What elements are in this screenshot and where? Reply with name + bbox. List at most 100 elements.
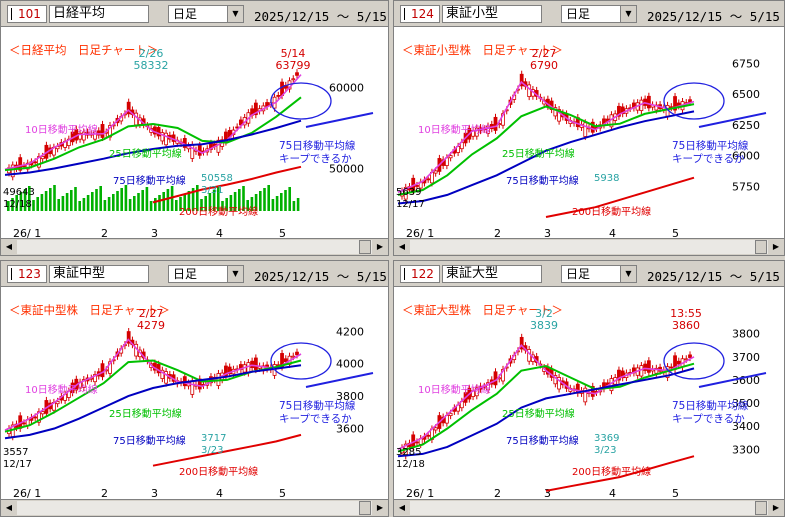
candle-body	[33, 416, 38, 419]
volume-bar	[296, 198, 300, 211]
start-value: 49643	[3, 187, 35, 198]
ma200-line	[545, 455, 695, 492]
y-tick-label: 3300	[732, 443, 760, 456]
code-field[interactable]: 123	[7, 265, 47, 283]
low-date: 3/31	[201, 185, 223, 196]
horizontal-scrollbar[interactable]: ◀ ▶	[1, 238, 388, 255]
peak-date: 3/2	[535, 307, 553, 320]
scroll-track[interactable]	[17, 240, 372, 254]
peak-date: 2/26	[139, 47, 164, 60]
low-value: 50558	[201, 173, 233, 184]
volume-bar	[292, 201, 296, 211]
date-range: 2025/12/15 ～ 5/15	[254, 9, 387, 24]
volume-bar	[99, 186, 102, 211]
y-tick-label: 60000	[329, 82, 364, 95]
volume-bar	[74, 187, 77, 211]
x-tick-label: 4	[609, 227, 616, 239]
start-value: 3285	[396, 447, 421, 458]
candle-body	[295, 72, 299, 76]
horizontal-scrollbar[interactable]: ◀ ▶	[394, 499, 784, 516]
period-select[interactable]: 日足 ▼	[561, 5, 637, 23]
scroll-left-icon[interactable]: ◀	[2, 240, 16, 254]
scroll-track[interactable]	[410, 501, 768, 515]
candle-body	[583, 122, 588, 137]
label-ma200: 200日移動平均線	[179, 465, 258, 478]
volume-bar	[23, 189, 27, 211]
candle-body	[78, 132, 82, 140]
ma200-line	[545, 176, 695, 218]
candle-body	[448, 155, 453, 159]
name-field[interactable]: 東証小型	[442, 5, 542, 23]
peak-value: 4279	[137, 319, 165, 332]
scroll-thumb[interactable]	[359, 501, 371, 515]
scroll-thumb[interactable]	[755, 501, 767, 515]
volume-bar	[284, 190, 287, 211]
volume-bar	[120, 188, 123, 211]
ma10-line	[4, 338, 302, 431]
chevron-down-icon[interactable]: ▼	[227, 6, 243, 22]
scroll-track[interactable]	[410, 240, 768, 254]
peak-value: 3839	[530, 319, 558, 332]
code-field[interactable]: 124	[400, 5, 440, 23]
volume-bar	[128, 199, 132, 211]
volume-bar	[246, 200, 249, 211]
x-tick-label: 4	[609, 487, 616, 499]
volume-bar	[254, 194, 258, 211]
horizontal-scrollbar[interactable]: ◀ ▶	[394, 238, 784, 255]
chart-plot: 3600 3800 4000 4200 26/ 1 2 3 4 5 ＜東証中型株 日足チャート＞ 1…	[3, 303, 374, 499]
scroll-left-icon[interactable]: ◀	[395, 501, 409, 515]
name-field[interactable]: 東証大型	[442, 265, 542, 283]
candle-body	[557, 109, 561, 122]
scroll-left-icon[interactable]: ◀	[2, 501, 16, 515]
label-ma10: 10日移動平均線	[25, 383, 98, 396]
scroll-left-icon[interactable]: ◀	[395, 240, 409, 254]
period-value: 日足	[566, 7, 591, 21]
scroll-right-icon[interactable]: ▶	[373, 501, 387, 515]
volume-bar	[271, 199, 275, 211]
candle-body	[557, 377, 561, 390]
candle-body	[18, 157, 23, 171]
candle-body	[291, 78, 296, 81]
scroll-thumb[interactable]	[359, 240, 371, 254]
period-select[interactable]: 日足 ▼	[168, 5, 244, 23]
code-field[interactable]: 122	[400, 265, 440, 283]
candle-body	[676, 360, 681, 365]
volume-bar	[137, 193, 140, 211]
low-value: 3717	[201, 433, 226, 444]
period-select[interactable]: 日足 ▼	[168, 265, 244, 283]
name-field[interactable]: 東証中型	[49, 265, 149, 283]
candle-body	[583, 387, 588, 403]
volume-bar	[65, 193, 69, 211]
y-tick-label: 6250	[732, 119, 760, 132]
candle-body	[474, 387, 479, 397]
volume-bar	[32, 200, 35, 211]
volume-bar	[133, 196, 136, 211]
name-field[interactable]: 日経平均	[49, 5, 149, 23]
horizontal-scrollbar[interactable]: ◀ ▶	[1, 499, 388, 516]
scroll-right-icon[interactable]: ▶	[769, 501, 783, 515]
period-select[interactable]: 日足 ▼	[561, 265, 637, 283]
chevron-down-icon[interactable]: ▼	[620, 266, 636, 282]
peak-value: 63799	[276, 59, 311, 72]
candle-body	[486, 382, 490, 391]
start-date: 12/17	[396, 199, 425, 210]
panel-header: 122 東証大型 日足 ▼ 2025/12/15 ～ 5/15	[394, 261, 784, 287]
candle-body	[617, 369, 621, 381]
scroll-track[interactable]	[17, 501, 372, 515]
volume-bar	[208, 193, 212, 211]
candle-body	[93, 374, 97, 383]
scroll-right-icon[interactable]: ▶	[373, 240, 387, 254]
candle-body	[527, 84, 532, 97]
chevron-down-icon[interactable]: ▼	[227, 266, 243, 282]
x-tick-label: 3	[544, 487, 551, 499]
x-tick-label: 2	[101, 227, 108, 239]
volume-bar	[95, 189, 98, 211]
code-field[interactable]: 101	[7, 5, 47, 23]
candle-body	[433, 170, 438, 174]
chevron-down-icon[interactable]: ▼	[620, 6, 636, 22]
candle-body	[156, 127, 161, 137]
scroll-right-icon[interactable]: ▶	[769, 240, 783, 254]
volume-bar	[124, 185, 128, 211]
y-tick-label: 3800	[336, 390, 364, 403]
scroll-thumb[interactable]	[755, 240, 767, 254]
